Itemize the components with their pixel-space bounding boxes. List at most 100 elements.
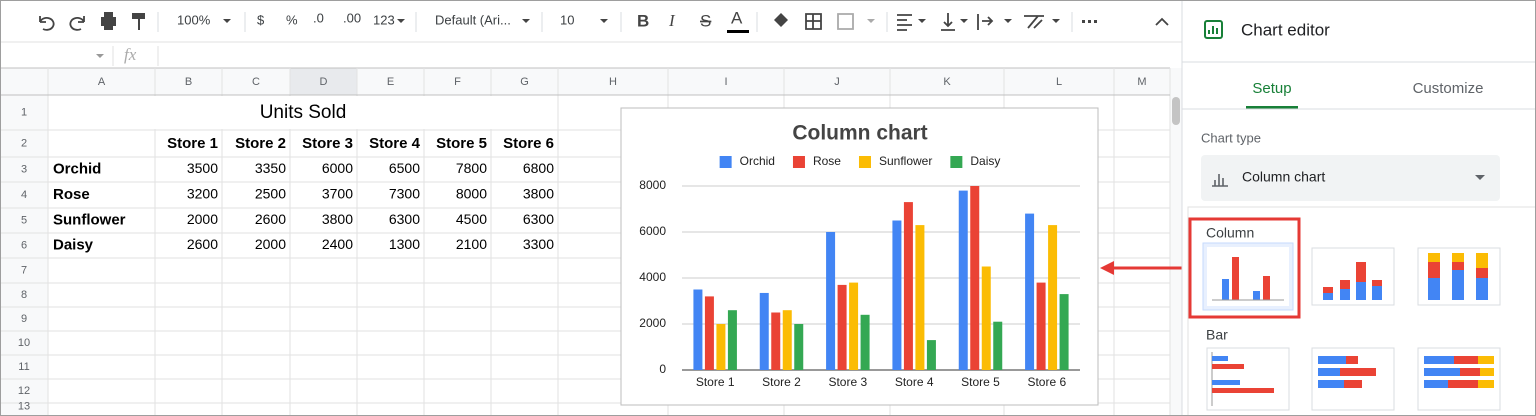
chart-type-label: Chart type <box>1201 130 1261 145</box>
more-formats[interactable]: 123 <box>373 12 395 27</box>
embedded-chart[interactable]: Column chart 0 2000 4000 6000 8000 Store 1 Sto… <box>620 107 1099 406</box>
number-cell: 6000 <box>322 160 353 176</box>
decrease-decimals[interactable]: .0 <box>313 10 324 25</box>
x-tick-label: Store 1 <box>696 375 735 389</box>
percent-button[interactable]: % <box>286 12 298 27</box>
row-header: 13 <box>18 400 30 412</box>
bar <box>926 340 936 370</box>
increase-decimals[interactable]: .00 <box>343 10 361 25</box>
zoom[interactable]: 100% <box>177 12 211 27</box>
font-select[interactable]: Default (Ari... <box>435 12 511 27</box>
editor-title: Chart editor <box>1241 20 1330 39</box>
legend-label: Rose <box>813 154 841 168</box>
rotate-icon[interactable] <box>1024 15 1044 29</box>
thumbnail-100-bar[interactable] <box>1417 347 1501 411</box>
thumbnail-bar[interactable] <box>1206 347 1290 411</box>
legend: Orchid Rose Sunflower Daisy <box>719 154 1000 168</box>
arrow-head <box>1100 261 1114 275</box>
annotation-arrow <box>1100 261 1190 275</box>
caret <box>1004 19 1012 23</box>
bar <box>981 266 991 370</box>
x-tick-label: Store 5 <box>961 375 1000 389</box>
thumb-bar <box>1323 287 1333 293</box>
tab-customize[interactable]: Customize <box>1413 80 1484 97</box>
column-header: L <box>1056 76 1062 88</box>
thumb-bar <box>1480 368 1494 376</box>
bar <box>1025 213 1035 370</box>
legend-label: Orchid <box>740 154 775 168</box>
redo-icon[interactable] <box>69 16 85 31</box>
print-icon[interactable] <box>101 12 116 30</box>
caret <box>600 19 608 23</box>
thumbnail-column[interactable] <box>1202 242 1294 311</box>
thumb-bar <box>1323 293 1333 300</box>
collapse-icon[interactable] <box>1155 17 1169 26</box>
row-header: 5 <box>21 214 27 226</box>
thumbnail-stacked-column[interactable] <box>1311 247 1395 306</box>
chart-editor: Chart editor Setup Customize Chart type … <box>1181 0 1536 416</box>
caret <box>223 19 231 23</box>
caret <box>867 19 875 23</box>
tab-setup[interactable]: Setup <box>1252 80 1291 97</box>
valign-icon[interactable] <box>941 13 955 31</box>
bar <box>771 312 781 370</box>
thumb-bar <box>1424 380 1448 388</box>
bar <box>759 292 769 370</box>
row-header: 12 <box>18 385 30 397</box>
number-cell: 2400 <box>322 236 353 252</box>
number-cell: 6300 <box>389 211 420 227</box>
name-box-caret[interactable] <box>96 54 104 58</box>
fill-color-icon[interactable] <box>774 13 788 27</box>
row-header: 2 <box>21 137 27 149</box>
header-cell: Store 1 <box>167 135 218 152</box>
bar <box>837 284 847 370</box>
sheet-title-cell: Units Sold <box>260 102 347 123</box>
text-color-swatch <box>727 30 749 33</box>
row-header: 3 <box>21 163 27 175</box>
column-header: C <box>252 76 260 88</box>
thumb-bar <box>1318 380 1344 388</box>
bar <box>693 289 703 370</box>
thumb-bar <box>1372 286 1382 300</box>
header-cell: Store 6 <box>503 135 554 152</box>
bar <box>1036 282 1046 370</box>
formula-bar: fx <box>0 41 1182 66</box>
row-label-cell: Sunflower <box>53 211 126 228</box>
thumb-bar <box>1340 280 1350 289</box>
align-icon[interactable] <box>897 14 912 31</box>
thumb-bar <box>1340 368 1376 376</box>
thumb-bg <box>1207 247 1289 306</box>
wrap-icon[interactable] <box>977 14 994 30</box>
chart-type-value[interactable]: Column chart <box>1242 169 1325 185</box>
chart-type-dropdown[interactable] <box>1201 155 1500 201</box>
bold-button[interactable]: B <box>637 11 649 30</box>
toolbar: 100% $ % .0 .00 123 Default (Ari... 10 B… <box>0 0 1182 42</box>
thumbnail-100-column[interactable] <box>1417 247 1501 306</box>
legend-swatch <box>719 156 732 168</box>
text-color-button[interactable]: A <box>731 8 743 27</box>
row-label-cell: Rose <box>53 186 90 203</box>
undo-icon[interactable] <box>39 16 55 31</box>
strikethrough-button[interactable]: S <box>700 11 711 30</box>
merge-icon[interactable] <box>837 13 854 30</box>
selected-column-header <box>290 68 357 95</box>
number-cell: 3800 <box>322 211 353 227</box>
row-header: 9 <box>21 313 27 325</box>
bar <box>782 310 792 370</box>
currency-button[interactable]: $ <box>257 12 265 27</box>
tab-underline <box>1246 106 1298 109</box>
row-header: 4 <box>21 189 27 201</box>
thumbnail-stacked-bar[interactable] <box>1311 347 1395 411</box>
thumb-bar <box>1428 278 1440 300</box>
bar <box>903 202 913 370</box>
caret <box>1052 19 1060 23</box>
more-icon[interactable] <box>1082 20 1097 23</box>
paint-format-icon[interactable] <box>132 13 145 30</box>
thumb-bar <box>1424 356 1454 364</box>
borders-icon[interactable] <box>805 13 822 30</box>
font-size[interactable]: 10 <box>560 12 574 27</box>
italic-button[interactable]: I <box>668 11 676 30</box>
thumb-bar <box>1428 253 1440 262</box>
thumb-bar <box>1424 368 1460 376</box>
